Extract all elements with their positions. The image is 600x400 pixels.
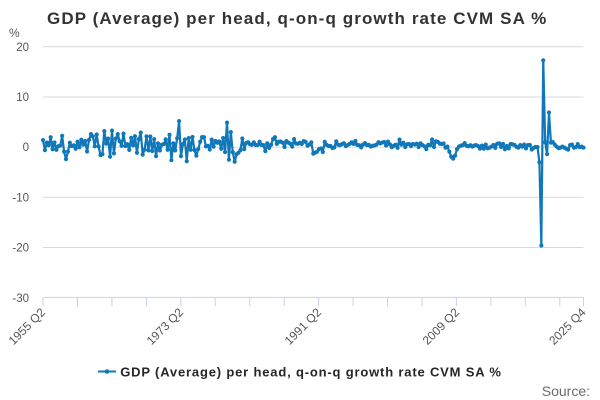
svg-text:1955 Q2: 1955 Q2 — [6, 305, 49, 348]
svg-text:10: 10 — [16, 92, 29, 104]
svg-text:2025 Q4: 2025 Q4 — [546, 305, 589, 348]
svg-text:-20: -20 — [12, 243, 29, 255]
svg-text:1991 Q2: 1991 Q2 — [282, 305, 325, 348]
svg-text:2009 Q2: 2009 Q2 — [420, 305, 463, 348]
svg-text:1973 Q2: 1973 Q2 — [144, 305, 187, 348]
svg-text:-30: -30 — [12, 293, 29, 305]
svg-text:-10: -10 — [12, 192, 29, 204]
svg-text:20: 20 — [16, 42, 29, 54]
svg-text:0: 0 — [23, 142, 29, 154]
